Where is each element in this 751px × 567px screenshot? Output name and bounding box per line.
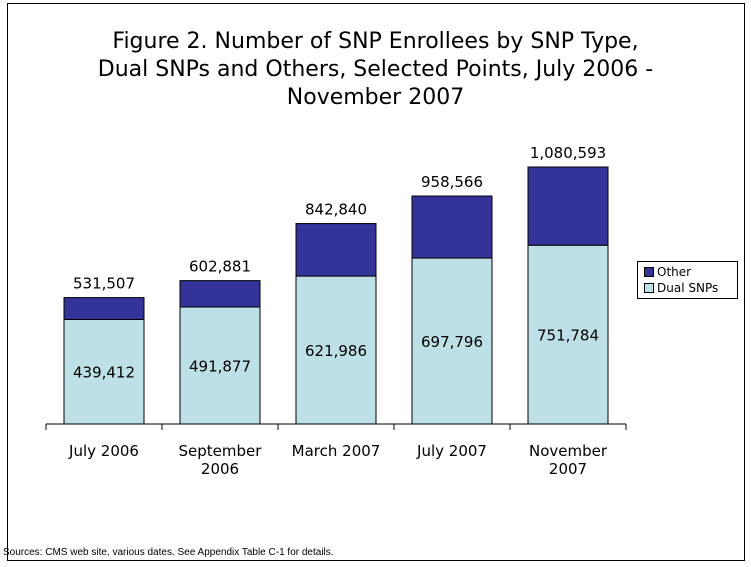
- legend-swatch-dual-snps: [644, 282, 654, 293]
- x-tick-label: 2007: [549, 460, 587, 478]
- data-label-total: 531,507: [73, 275, 135, 293]
- data-label-dual-snps: 751,784: [537, 327, 599, 345]
- chart-title-line-2: Dual SNPs and Others, Selected Points, J…: [97, 57, 654, 82]
- data-label-dual-snps: 491,877: [189, 358, 251, 376]
- data-label-dual-snps: 439,412: [73, 364, 135, 382]
- bar-dual-snps: [63, 318, 145, 425]
- chart-legend: Other Dual SNPs: [637, 261, 738, 299]
- x-tick-label: 2006: [201, 460, 239, 478]
- data-label-total: 602,881: [189, 258, 251, 276]
- x-tick-label: July 2006: [68, 442, 139, 460]
- x-tick-label: November: [529, 442, 608, 460]
- x-tick-label: September: [179, 442, 263, 460]
- x-tick-label: March 2007: [292, 442, 381, 460]
- bar-other: [63, 297, 145, 320]
- bar-dual-snps: [411, 257, 493, 425]
- bar-other: [295, 223, 377, 277]
- bar-other: [411, 195, 493, 259]
- chart-title: Figure 2. Number of SNP Enrollees by SNP…: [0, 28, 751, 112]
- legend-item-other: Other: [644, 265, 691, 279]
- chart-title-line-1: Figure 2. Number of SNP Enrollees by SNP…: [112, 29, 639, 54]
- legend-item-dual-snps: Dual SNPs: [644, 281, 718, 295]
- data-label-total: 958,566: [421, 173, 483, 191]
- data-label-total: 1,080,593: [530, 144, 606, 162]
- bar-other: [527, 166, 609, 246]
- data-label-dual-snps: 621,986: [305, 342, 367, 360]
- bar-other: [179, 280, 261, 308]
- legend-swatch-other: [644, 266, 654, 277]
- x-tick-label: July 2007: [416, 442, 487, 460]
- bar-dual-snps: [295, 275, 377, 425]
- bar-dual-snps: [527, 244, 609, 425]
- legend-label-other: Other: [657, 265, 692, 279]
- data-label-total: 842,840: [305, 201, 367, 219]
- data-label-dual-snps: 697,796: [421, 333, 483, 351]
- legend-label-dual-snps: Dual SNPs: [657, 281, 719, 295]
- source-note: Sources: CMS web site, various dates. Se…: [3, 547, 334, 558]
- chart-title-line-3: November 2007: [286, 85, 465, 110]
